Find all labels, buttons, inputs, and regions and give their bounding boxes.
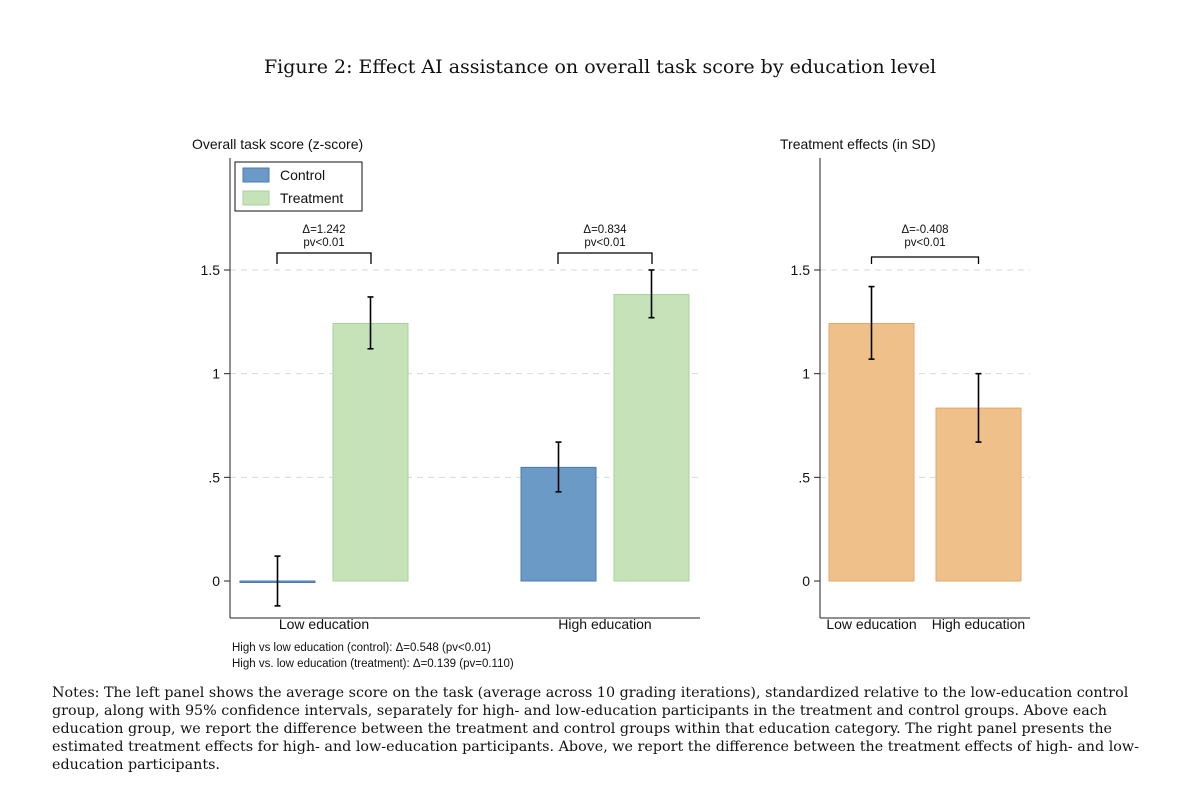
y-tick-label: 0 — [802, 573, 810, 589]
legend-label-treatment: Treatment — [280, 190, 343, 206]
y-tick-label: 1 — [212, 366, 220, 382]
pvalue-label: pv<0.01 — [904, 237, 945, 249]
x-category-label: Low education — [826, 616, 916, 632]
x-category-label: High education — [932, 616, 1025, 632]
delta-label: Δ=1.242 — [302, 224, 345, 236]
bar-treatment-high — [613, 293, 690, 582]
legend-swatch-control — [242, 167, 270, 183]
pvalue-label: pv<0.01 — [303, 237, 344, 249]
panel-footnote: High vs. low education (treatment): Δ=0.… — [232, 658, 514, 670]
bar-effect-low — [828, 322, 915, 582]
figure-title: Figure 2: Effect AI assistance on overal… — [263, 56, 937, 78]
y-tick-label: 1 — [802, 366, 810, 382]
panel-footnote: High vs low education (control): Δ=0.548… — [232, 642, 491, 654]
legend-label-control: Control — [280, 167, 325, 183]
delta-label: Δ=0.834 — [583, 224, 627, 236]
delta-label: Δ=-0.408 — [901, 224, 948, 236]
bar-treatment-low — [332, 322, 409, 582]
x-category-label: Low education — [279, 616, 369, 632]
significance-bracket — [557, 252, 653, 264]
pvalue-label: pv<0.01 — [584, 237, 625, 249]
y-axis-label: Overall task score (z-score) — [192, 136, 363, 152]
legend-swatch-treatment — [242, 190, 270, 206]
y-axis-label-right: Treatment effects (in SD) — [780, 136, 936, 152]
y-tick-label: 0 — [212, 573, 220, 589]
y-tick-label: .5 — [208, 469, 220, 485]
y-tick-label: 1.5 — [201, 262, 221, 278]
x-category-label: High education — [558, 616, 651, 632]
y-tick-label: .5 — [798, 469, 810, 485]
significance-bracket — [870, 256, 980, 264]
figure-notes: Notes: The left panel shows the average … — [52, 685, 1139, 773]
significance-bracket — [276, 252, 372, 264]
y-tick-label: 1.5 — [791, 262, 811, 278]
